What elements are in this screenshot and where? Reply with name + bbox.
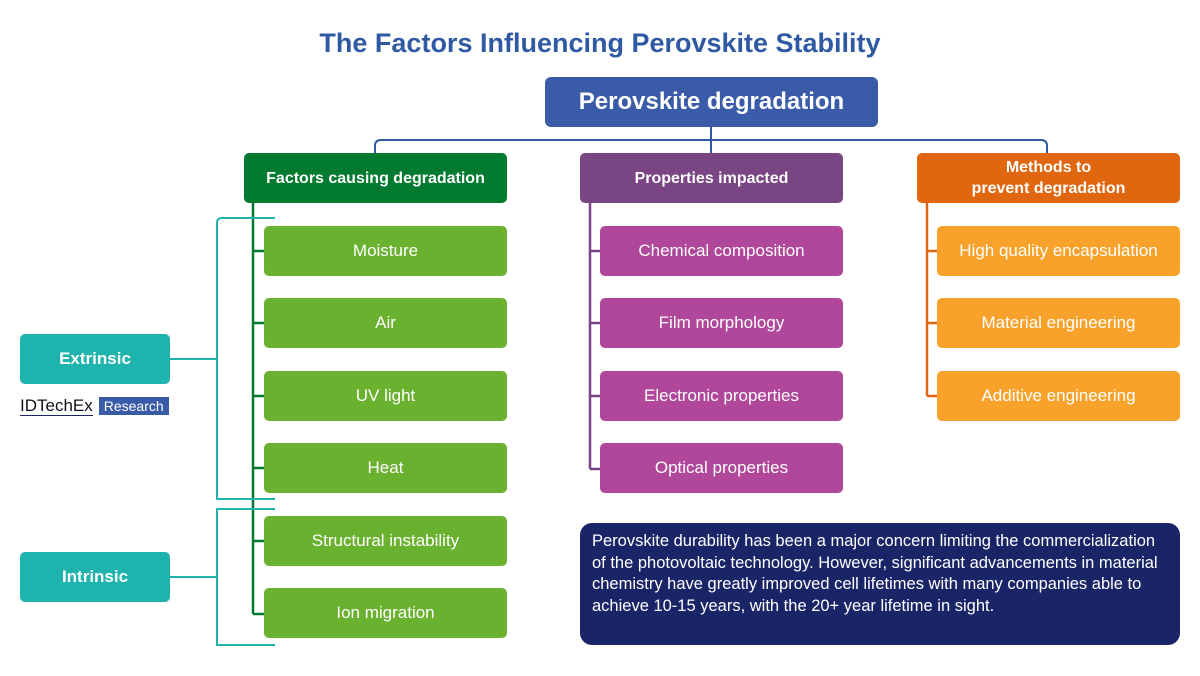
factor-item: Ion migration bbox=[264, 588, 507, 638]
logo-name: IDTechEx bbox=[20, 395, 93, 416]
factors-connector bbox=[251, 203, 264, 616]
extrinsic-label: Extrinsic bbox=[20, 334, 170, 384]
method-item: High quality encapsulation bbox=[937, 226, 1180, 276]
factor-item: Structural instability bbox=[264, 516, 507, 566]
extrinsic-bracket bbox=[170, 217, 275, 500]
methods-connector bbox=[925, 203, 937, 398]
logo-tag: Research bbox=[98, 397, 169, 415]
property-item: Chemical composition bbox=[600, 226, 843, 276]
intrinsic-label: Intrinsic bbox=[20, 552, 170, 602]
method-item: Material engineering bbox=[937, 298, 1180, 348]
factor-item: Air bbox=[264, 298, 507, 348]
root-connector bbox=[374, 127, 1048, 153]
header-methods: Methods to prevent degradation bbox=[917, 153, 1180, 203]
idtechex-logo: IDTechEx Research bbox=[20, 396, 169, 416]
intrinsic-bracket bbox=[170, 508, 275, 646]
method-item: Additive engineering bbox=[937, 371, 1180, 421]
factor-item: Moisture bbox=[264, 226, 507, 276]
factor-item: Heat bbox=[264, 443, 507, 493]
property-item: Electronic properties bbox=[600, 371, 843, 421]
factor-item: UV light bbox=[264, 371, 507, 421]
header-methods-line1: Methods to bbox=[1005, 159, 1092, 176]
properties-connector bbox=[588, 203, 600, 471]
diagram-title: The Factors Influencing Perovskite Stabi… bbox=[319, 28, 881, 58]
header-properties: Properties impacted bbox=[580, 153, 843, 203]
summary-note: Perovskite durability has been a major c… bbox=[580, 523, 1180, 645]
header-factors: Factors causing degradation bbox=[244, 153, 507, 203]
property-item: Film morphology bbox=[600, 298, 843, 348]
header-methods-line2: prevent degradation bbox=[971, 180, 1126, 197]
property-item: Optical properties bbox=[600, 443, 843, 493]
root-node: Perovskite degradation bbox=[545, 77, 878, 127]
